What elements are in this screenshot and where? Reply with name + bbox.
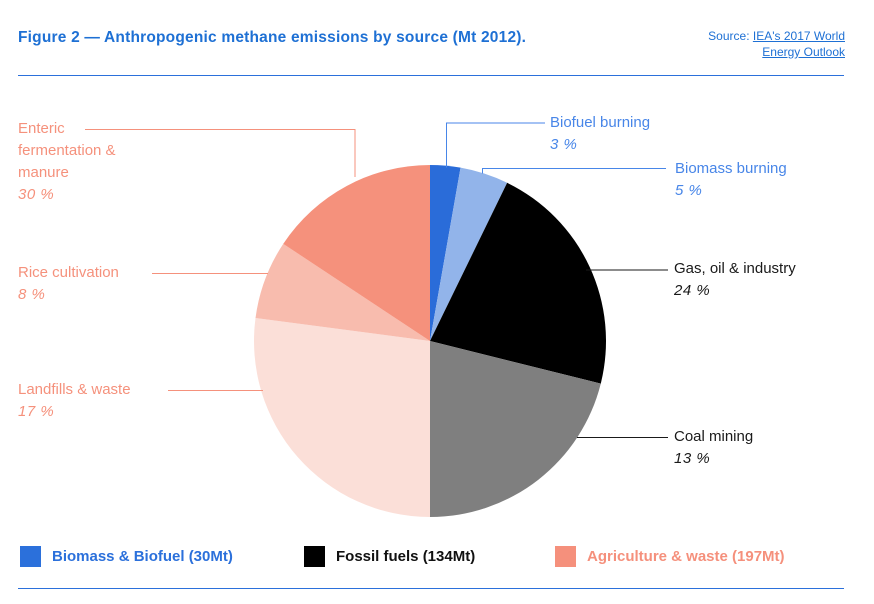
- leader-line-biofuel-burning: [446, 122, 545, 168]
- slice-pct-gas-oil-industry: 24 %: [674, 282, 711, 299]
- legend-label-fossil-fuels: Fossil fuels (134Mt): [336, 548, 476, 565]
- slice-label-landfills-waste: Landfills & waste 17 %: [18, 379, 131, 423]
- legend-swatch-biomass-biofuel: [20, 546, 41, 567]
- slice-label-gas-oil-industry: Gas, oil & industry 24 %: [674, 258, 796, 302]
- pie-slice-gas-oil-industry: [430, 182, 606, 384]
- pie-slice-biomass-burning: [430, 167, 508, 341]
- source-note: Source: IEA's 2017 World Energy Outlook: [708, 28, 845, 60]
- slice-pct-biofuel-burning: 3 %: [550, 136, 578, 153]
- slice-pct-landfills-waste: 17 %: [18, 403, 55, 420]
- pie-slice-rice-cultivation: [255, 243, 430, 341]
- pie-slice-coal-mining: [430, 341, 601, 517]
- slice-label-biofuel-burning: Biofuel burning 3 %: [550, 112, 650, 156]
- legend-swatch-agriculture-waste: [555, 546, 576, 567]
- slice-label-coal-mining: Coal mining 13 %: [674, 426, 753, 470]
- slice-pct-biomass-burning: 5 %: [675, 182, 703, 199]
- slice-label-enteric-fermentation: Enteric fermentation & manure 30 %: [18, 118, 116, 206]
- slice-pct-rice-cultivation: 8 %: [18, 286, 46, 303]
- slice-pct-coal-mining: 13 %: [674, 450, 711, 467]
- pie-chart: [254, 165, 606, 517]
- pie-slice-biofuel-burning: [430, 165, 461, 341]
- slice-pct-enteric-fermentation: 30 %: [18, 186, 55, 203]
- top-divider: [18, 75, 844, 76]
- legend-swatch-fossil-fuels: [304, 546, 325, 567]
- bottom-divider: [18, 588, 844, 589]
- source-link-line1[interactable]: IEA's 2017 World: [752, 29, 845, 43]
- pie-slice-landfills-waste: [254, 318, 430, 517]
- figure-title: Figure 2 — Anthropogenic methane emissio…: [18, 29, 527, 46]
- legend-label-agriculture-waste: Agriculture & waste (197Mt): [587, 548, 785, 565]
- slice-label-rice-cultivation: Rice cultivation 8 %: [18, 262, 119, 306]
- legend-label-biomass-biofuel: Biomass & Biofuel (30Mt): [52, 548, 233, 565]
- slice-label-biomass-burning: Biomass burning 5 %: [675, 158, 787, 202]
- source-prefix: Source:: [708, 29, 753, 43]
- source-link-line2[interactable]: Energy Outlook: [762, 45, 845, 59]
- pie-slice-enteric-fermentation-manure: [283, 165, 430, 341]
